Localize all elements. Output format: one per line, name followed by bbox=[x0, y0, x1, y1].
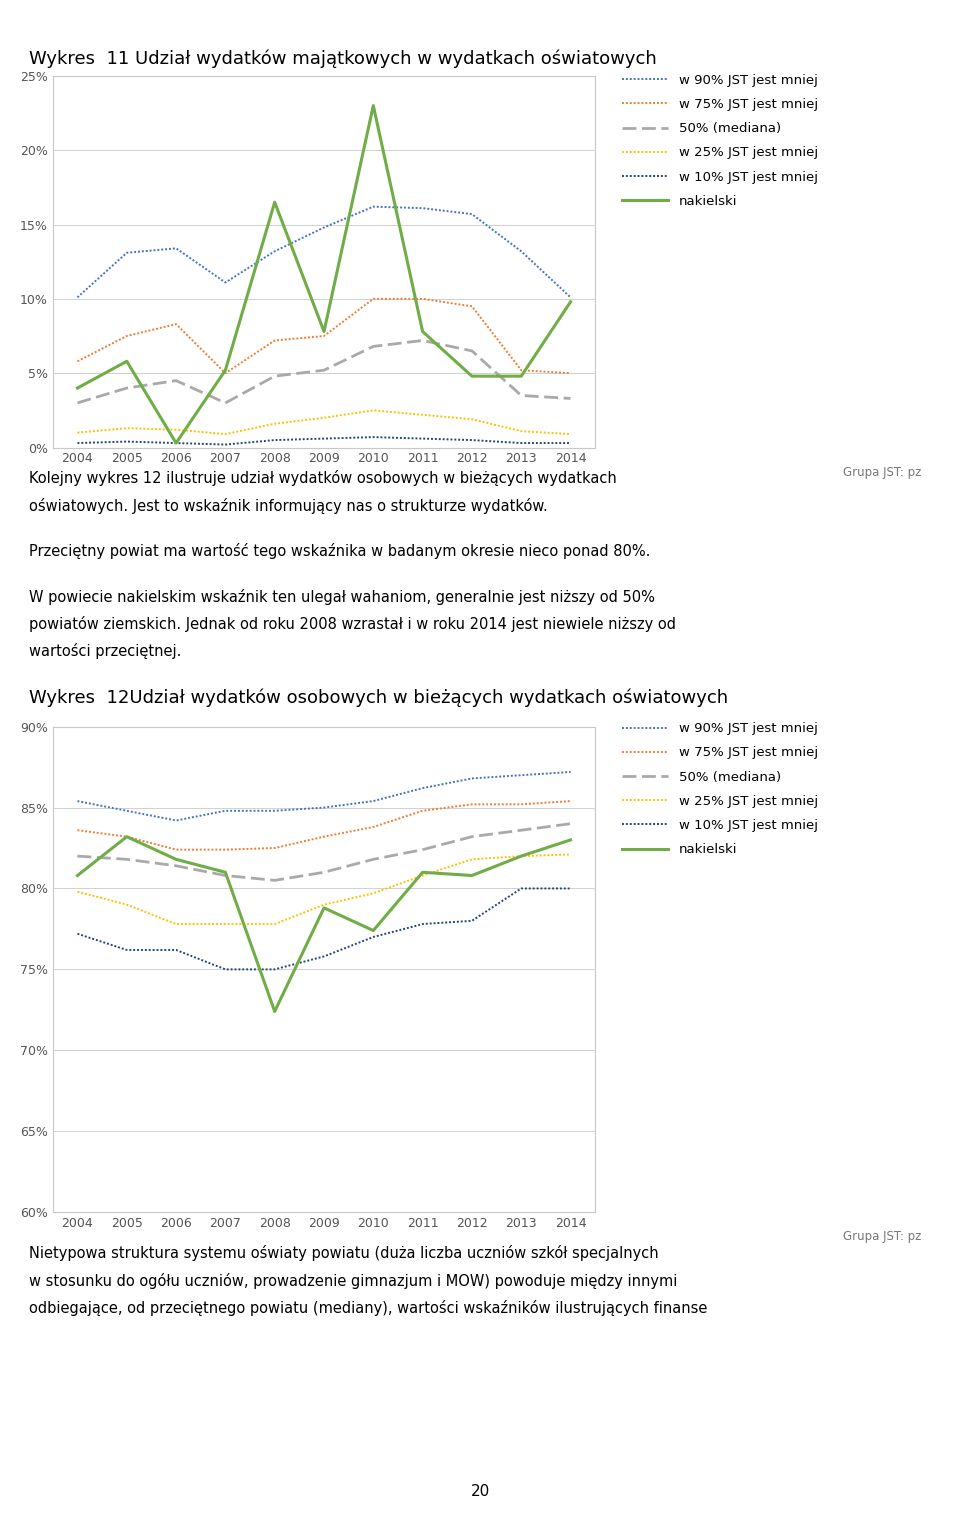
Text: Grupa JST: pz: Grupa JST: pz bbox=[843, 466, 922, 479]
Text: w stosunku do ogółu uczniów, prowadzenie gimnazjum i MOW) powoduje między innymi: w stosunku do ogółu uczniów, prowadzenie… bbox=[29, 1273, 677, 1289]
Text: odbiegające, od przeciętnego powiatu (mediany), wartości wskaźników ilustrującyc: odbiegające, od przeciętnego powiatu (me… bbox=[29, 1300, 708, 1317]
Text: oświatowych. Jest to wskaźnik informujący nas o strukturze wydatków.: oświatowych. Jest to wskaźnik informując… bbox=[29, 498, 547, 514]
Text: Wykres  12Udział wydatków osobowych w bieżących wydatkach oświatowych: Wykres 12Udział wydatków osobowych w bie… bbox=[29, 689, 728, 707]
Text: Nietypowa struktura systemu oświaty powiatu (duża liczba uczniów szkół specjalny: Nietypowa struktura systemu oświaty powi… bbox=[29, 1245, 659, 1262]
Text: Kolejny wykres 12 ilustruje udział wydatków osobowych w bieżących wydatkach: Kolejny wykres 12 ilustruje udział wydat… bbox=[29, 470, 616, 487]
Text: powiatów ziemskich. Jednak od roku 2008 wzrastał i w roku 2014 jest niewiele niż: powiatów ziemskich. Jednak od roku 2008 … bbox=[29, 616, 676, 633]
Text: W powiecie nakielskim wskaźnik ten ulegał wahaniom, generalnie jest niższy od 50: W powiecie nakielskim wskaźnik ten ulega… bbox=[29, 589, 655, 605]
Text: Wykres  11 Udział wydatków majątkowych w wydatkach oświatowych: Wykres 11 Udział wydatków majątkowych w … bbox=[29, 50, 657, 68]
Legend: w 90% JST jest mniej, w 75% JST jest mniej, 50% (mediana), w 25% JST jest mniej,: w 90% JST jest mniej, w 75% JST jest mni… bbox=[617, 718, 824, 862]
Text: Przeciętny powiat ma wartość tego wskaźnika w badanym okresie nieco ponad 80%.: Przeciętny powiat ma wartość tego wskaźn… bbox=[29, 543, 650, 560]
Legend: w 90% JST jest mniej, w 75% JST jest mniej, 50% (mediana), w 25% JST jest mniej,: w 90% JST jest mniej, w 75% JST jest mni… bbox=[617, 68, 824, 212]
Text: Grupa JST: pz: Grupa JST: pz bbox=[843, 1230, 922, 1244]
Text: 20: 20 bbox=[470, 1484, 490, 1499]
Text: wartości przeciętnej.: wartości przeciętnej. bbox=[29, 643, 181, 660]
